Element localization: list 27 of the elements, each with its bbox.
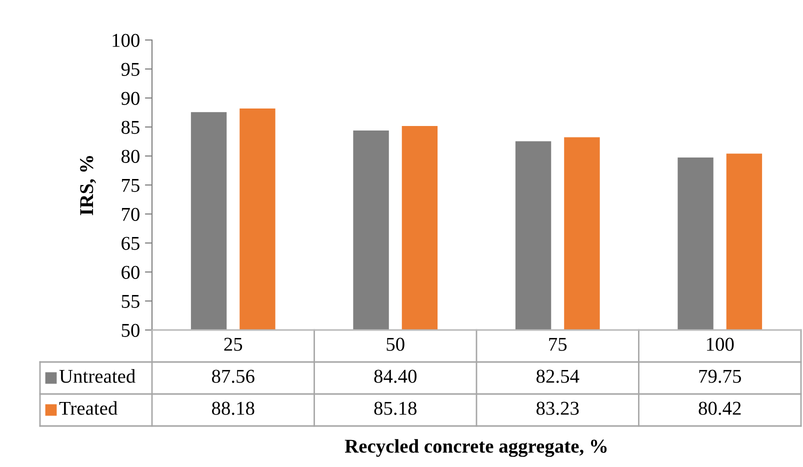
y-tick-label: 85	[121, 120, 140, 134]
y-tick-label: 90	[121, 92, 140, 105]
y-tick-label: 70	[122, 208, 140, 221]
y-tick-label: 95	[121, 62, 140, 76]
y-tick-label: 55	[122, 295, 140, 308]
y-axis-title: IRS, %	[80, 156, 96, 216]
x-tick-label: 75	[549, 338, 567, 351]
data-label: 84.40	[374, 370, 417, 383]
legend-label: Treated	[59, 401, 118, 415]
y-tick-label: 75	[122, 179, 140, 192]
y-tick-label: 60	[122, 266, 140, 279]
y-tick-label: 100	[112, 34, 140, 47]
data-label: 83.23	[536, 402, 579, 415]
x-tick-label: 100	[707, 338, 734, 351]
data-label: 87.56	[212, 370, 254, 383]
y-tick-label: 65	[122, 236, 140, 250]
data-label: 85.18	[374, 402, 417, 415]
x-tick-label: 25	[224, 338, 242, 351]
x-tick-label: 50	[386, 338, 404, 351]
legend-label: Untreated	[59, 369, 136, 383]
data-label: 82.54	[536, 370, 580, 383]
data-label: 79.75	[699, 370, 741, 383]
x-axis-title: Recycled concrete aggregate, %	[344, 439, 607, 457]
data-label: 88.18	[212, 402, 254, 415]
y-tick-label: 80	[121, 150, 140, 163]
data-label: 80.42	[698, 402, 741, 415]
y-tick-label: 50	[122, 324, 140, 337]
